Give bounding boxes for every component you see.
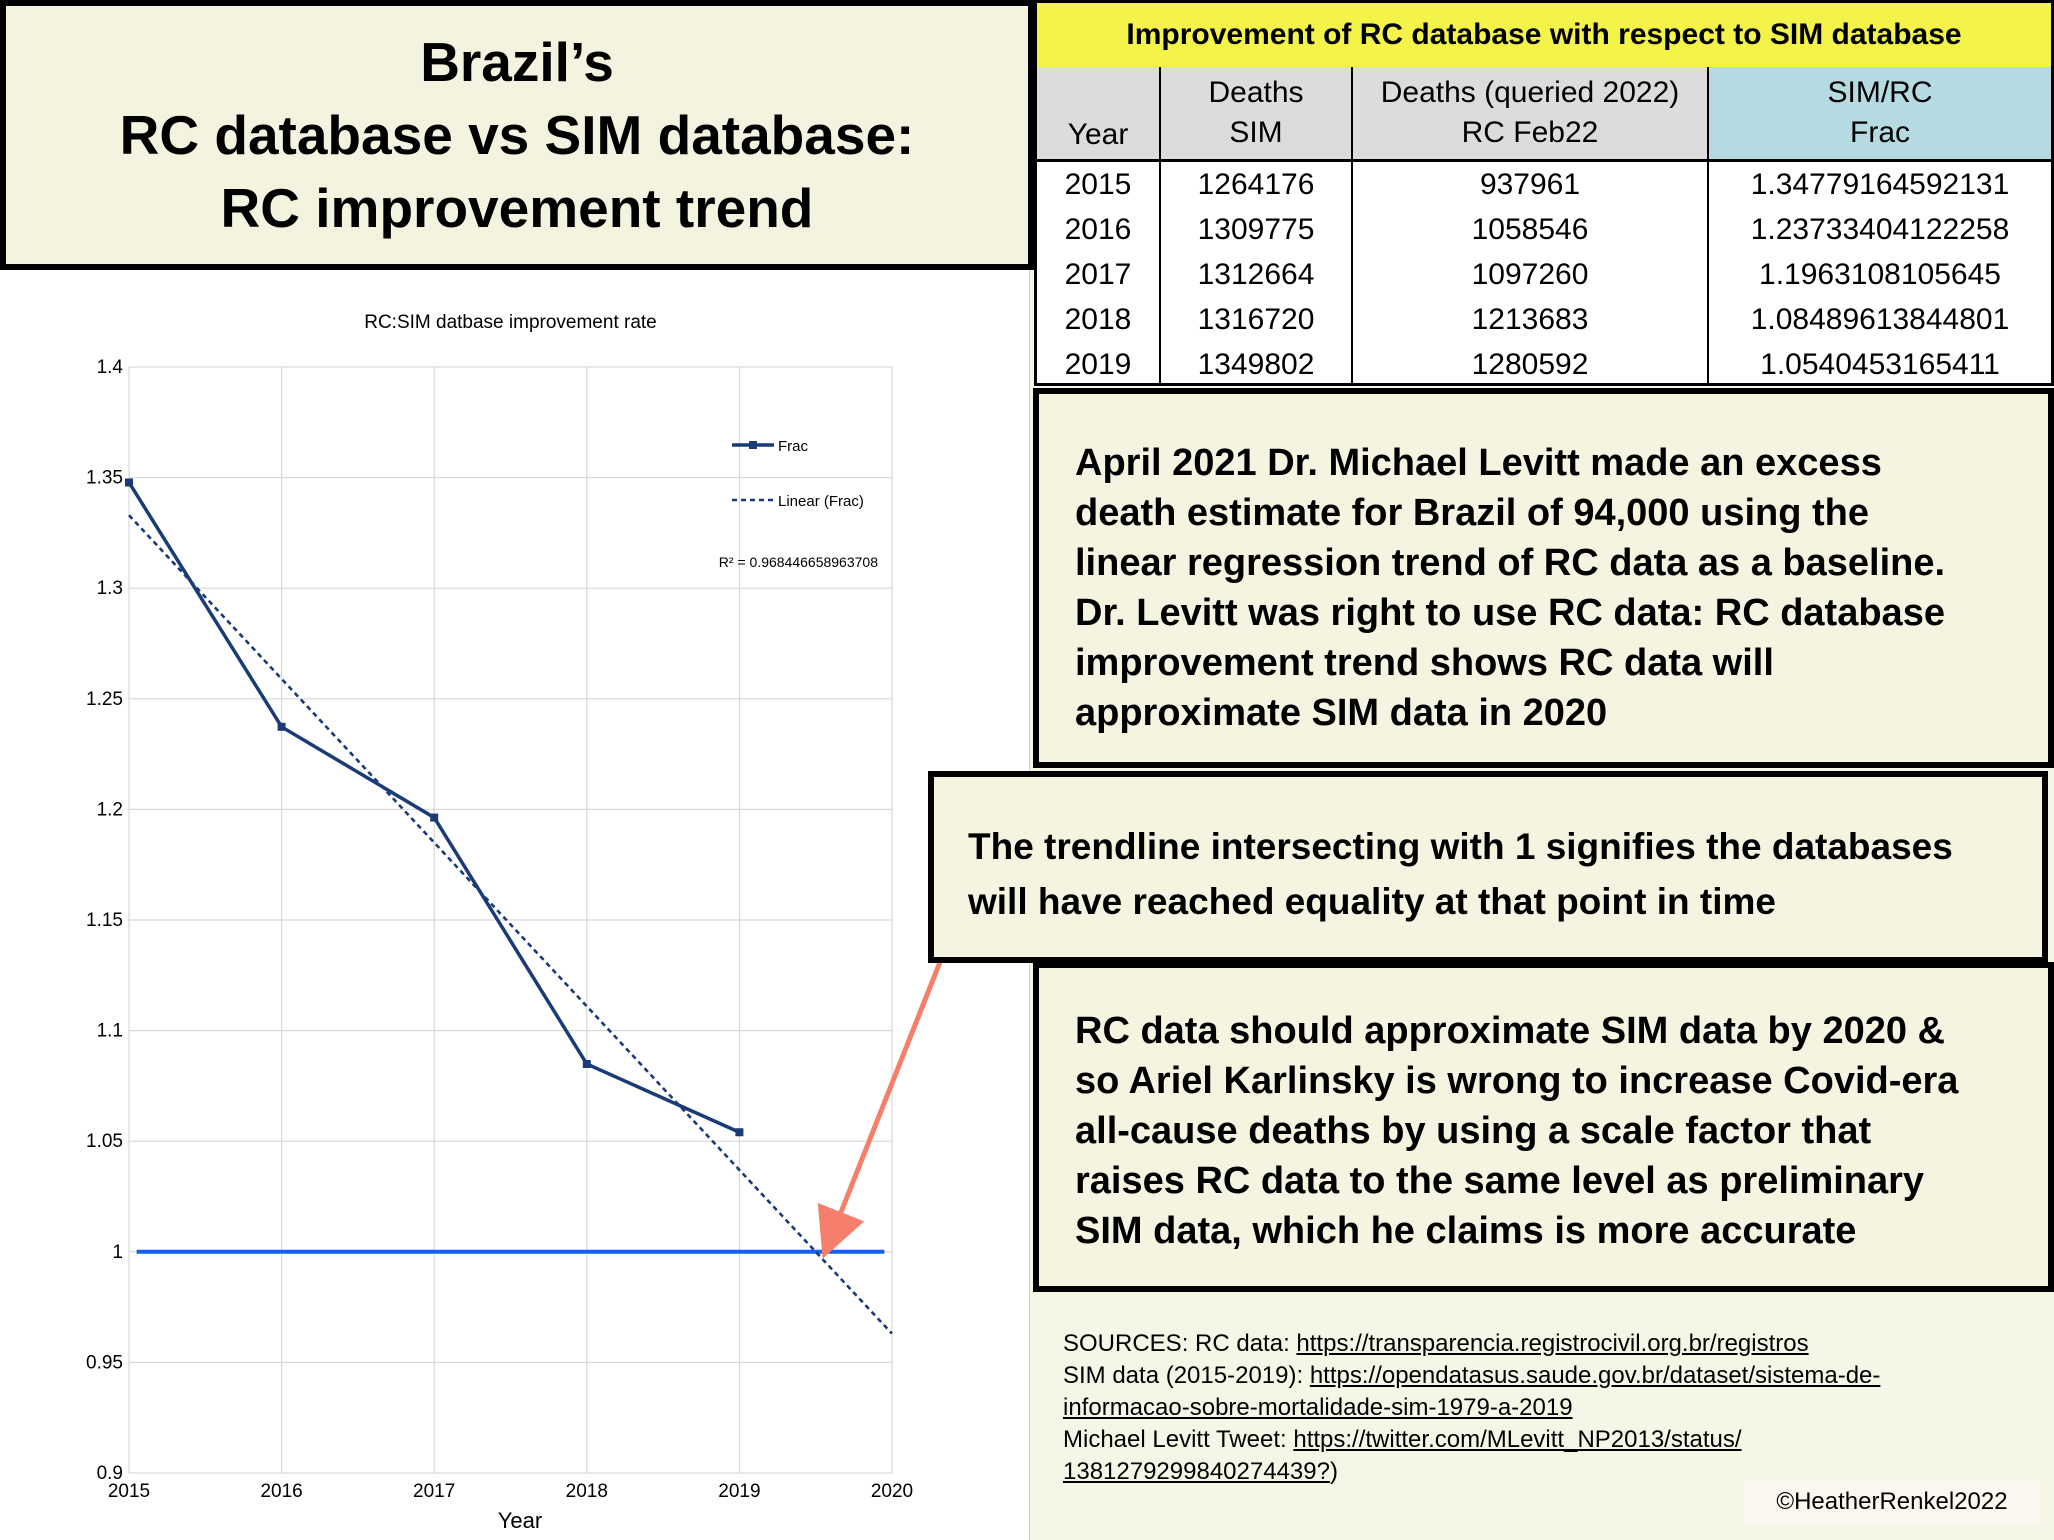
y-tick-label: 1 bbox=[112, 1242, 123, 1263]
note-karlinsky: RC data should approximate SIM data by 2… bbox=[1033, 962, 2054, 1292]
header-year: Year bbox=[1037, 67, 1160, 162]
note-line: The trendline intersecting with 1 signif… bbox=[968, 826, 1953, 867]
sim-data-link[interactable]: https://opendatasus.saude.gov.br/dataset… bbox=[1309, 1362, 1881, 1389]
table-cell: 2018 bbox=[1064, 302, 1132, 336]
note-line: raises RC data to the same level as prel… bbox=[1075, 1160, 1925, 1202]
source-line: informacao-sobre-mortalidade-sim-1979-a-… bbox=[1063, 1392, 2043, 1424]
table-cell: 1213683 bbox=[1351, 297, 1708, 342]
note-line: SIM data, which he claims is more accura… bbox=[1075, 1210, 1857, 1252]
header-frac: SIM/RC Frac bbox=[1707, 67, 2051, 162]
note-line: death estimate for Brazil of 94,000 usin… bbox=[1075, 492, 1869, 534]
sources: SOURCES: RC data: https://transparencia.… bbox=[1063, 1328, 2043, 1488]
table-cell: 2019 bbox=[1064, 347, 1132, 381]
source-line: SOURCES: RC data: https://transparencia.… bbox=[1063, 1330, 1809, 1357]
table-cell: 2016 bbox=[1064, 212, 1132, 246]
tweet-link-cont[interactable]: 1381279299840274439? bbox=[1063, 1458, 1330, 1485]
table-cell: 2017 bbox=[1064, 257, 1132, 291]
source-line: SIM data (2015-2019): https://opendatasu… bbox=[1063, 1362, 1881, 1389]
data-table: Year Deaths SIM Deaths (queried 2022) RC F… bbox=[1037, 67, 2051, 383]
table-cell: 937961 bbox=[1351, 160, 1708, 207]
table-cell: 1309775 bbox=[1159, 207, 1352, 252]
page-title: Brazil’s RC database vs SIM database: RC… bbox=[120, 26, 915, 245]
y-tick-label: 0.9 bbox=[97, 1463, 123, 1484]
chart-panel: 0.9 0.95 1 1.05 1.1 1.15 1.2 1.25 1.3 1.35 1.4 2015… bbox=[0, 270, 1030, 1540]
trendline bbox=[128, 514, 893, 1335]
tweet-link[interactable]: https://twitter.com/MLevitt_NP2013/statu… bbox=[1293, 1426, 1742, 1453]
table-cell: 1.1963108105645 bbox=[1707, 252, 2051, 297]
table-caption: Improvement of RC database with respect … bbox=[1037, 3, 2051, 67]
legend-label-trendline: Linear (Frac) bbox=[778, 493, 864, 510]
table-cell: 1280592 bbox=[1351, 342, 1708, 383]
note-line: April 2021 Dr. Michael Levitt made an ex… bbox=[1075, 442, 1882, 484]
data-table-box: Improvement of RC database with respect … bbox=[1034, 0, 2054, 386]
note-line: so Ariel Karlinsky is wrong to increase … bbox=[1075, 1060, 1959, 1102]
rc-data-link[interactable]: https://transparencia.registrocivil.org.… bbox=[1296, 1330, 1809, 1357]
table-cell: 1.08489613844801 bbox=[1707, 297, 2051, 342]
title-box: Brazil’s RC database vs SIM database: RC… bbox=[0, 0, 1034, 270]
legend-label-frac: Frac bbox=[778, 438, 809, 455]
x-tick-label: 2015 bbox=[108, 1481, 150, 1502]
table-cell: 1316720 bbox=[1159, 297, 1352, 342]
y-tick-label: 1.1 bbox=[97, 1021, 123, 1042]
table-cell: 1312664 bbox=[1159, 252, 1352, 297]
note-line: RC data should approximate SIM data by 2… bbox=[1075, 1010, 1945, 1052]
x-axis-label: Year bbox=[498, 1508, 542, 1533]
r-squared-label: R² = 0.968446658963708 bbox=[719, 554, 878, 570]
data-point bbox=[582, 1060, 591, 1069]
table-header-row: Year Deaths SIM Deaths (queried 2022) RC F… bbox=[1037, 67, 2051, 162]
note-trendline: The trendline intersecting with 1 signif… bbox=[928, 771, 2048, 963]
y-tick-label: 1.25 bbox=[86, 689, 123, 710]
table-cell: 2015 bbox=[1064, 167, 1132, 201]
note-line: linear regression trend of RC data as a … bbox=[1075, 542, 1946, 584]
table-row: 2018 1316720 1213683 1.08489613844801 bbox=[1037, 297, 2051, 342]
title-line-3: RC improvement trend bbox=[220, 176, 814, 239]
legend-marker-frac bbox=[749, 441, 757, 449]
table-cell: 1058546 bbox=[1351, 207, 1708, 252]
source-line: 1381279299840274439?) bbox=[1063, 1458, 1338, 1485]
x-tick-label: 2017 bbox=[413, 1481, 455, 1502]
x-tick-label: 2018 bbox=[566, 1481, 608, 1502]
line-chart: 0.9 0.95 1 1.05 1.1 1.15 1.2 1.25 1.3 1.35 1.4 2015… bbox=[86, 312, 943, 1533]
y-tick-label: 1.2 bbox=[97, 799, 123, 820]
table-row: 2016 1309775 1058546 1.23733404122258 bbox=[1037, 207, 2051, 252]
x-tick-label: 2020 bbox=[871, 1481, 913, 1502]
y-tick-label: 1.05 bbox=[86, 1131, 123, 1152]
table-row: 2019 1349802 1280592 1.0540453165411 bbox=[1037, 342, 2051, 383]
note-line: Dr. Levitt was right to use RC data: RC … bbox=[1075, 592, 1945, 634]
note-line: all-cause deaths by using a scale factor… bbox=[1075, 1110, 1872, 1152]
table-cell: 1.34779164592131 bbox=[1707, 160, 2051, 207]
data-point bbox=[430, 813, 439, 822]
title-line-2: RC database vs SIM database: bbox=[119, 103, 915, 166]
note-line: approximate SIM data in 2020 bbox=[1075, 692, 1608, 734]
data-point bbox=[735, 1128, 744, 1137]
note-line: will have reached equality at that point… bbox=[968, 881, 1777, 922]
table-row: 2015 1264176 937961 1.34779164592131 bbox=[1037, 160, 2051, 207]
x-tick-label: 2019 bbox=[718, 1481, 760, 1502]
annotation-arrow bbox=[817, 961, 943, 1259]
y-tick-label: 1.35 bbox=[86, 468, 123, 489]
x-tick-label: 2016 bbox=[260, 1481, 302, 1502]
sim-data-link-cont[interactable]: informacao-sobre-mortalidade-sim-1979-a-… bbox=[1063, 1394, 1573, 1421]
table-cell: 1097260 bbox=[1351, 252, 1708, 297]
table-cell: 1.23733404122258 bbox=[1707, 207, 2051, 252]
y-tick-label: 0.95 bbox=[86, 1352, 123, 1373]
title-line-1: Brazil’s bbox=[420, 30, 614, 93]
note-levitt: April 2021 Dr. Michael Levitt made an ex… bbox=[1033, 388, 2054, 768]
table-cell: 1264176 bbox=[1159, 160, 1352, 207]
header-deaths-rc: Deaths (queried 2022) RC Feb22 bbox=[1351, 67, 1708, 162]
y-tick-label: 1.4 bbox=[97, 357, 124, 378]
data-point bbox=[125, 478, 133, 487]
header-deaths-sim: Deaths SIM bbox=[1159, 67, 1352, 162]
note-line: improvement trend shows RC data will bbox=[1075, 642, 1774, 684]
table-row: 2017 1312664 1097260 1.1963108105645 bbox=[1037, 252, 2051, 297]
y-tick-label: 1.3 bbox=[97, 578, 123, 599]
data-point bbox=[277, 722, 286, 731]
table-cell: 1349802 bbox=[1159, 342, 1352, 383]
y-tick-label: 1.15 bbox=[86, 910, 123, 931]
source-line: Michael Levitt Tweet: https://twitter.co… bbox=[1063, 1426, 1742, 1453]
table-cell: 1.0540453165411 bbox=[1707, 342, 2051, 383]
chart-title: RC:SIM datbase improvement rate bbox=[364, 312, 657, 333]
copyright: ©HeatherRenkel2022 bbox=[1744, 1480, 2040, 1524]
